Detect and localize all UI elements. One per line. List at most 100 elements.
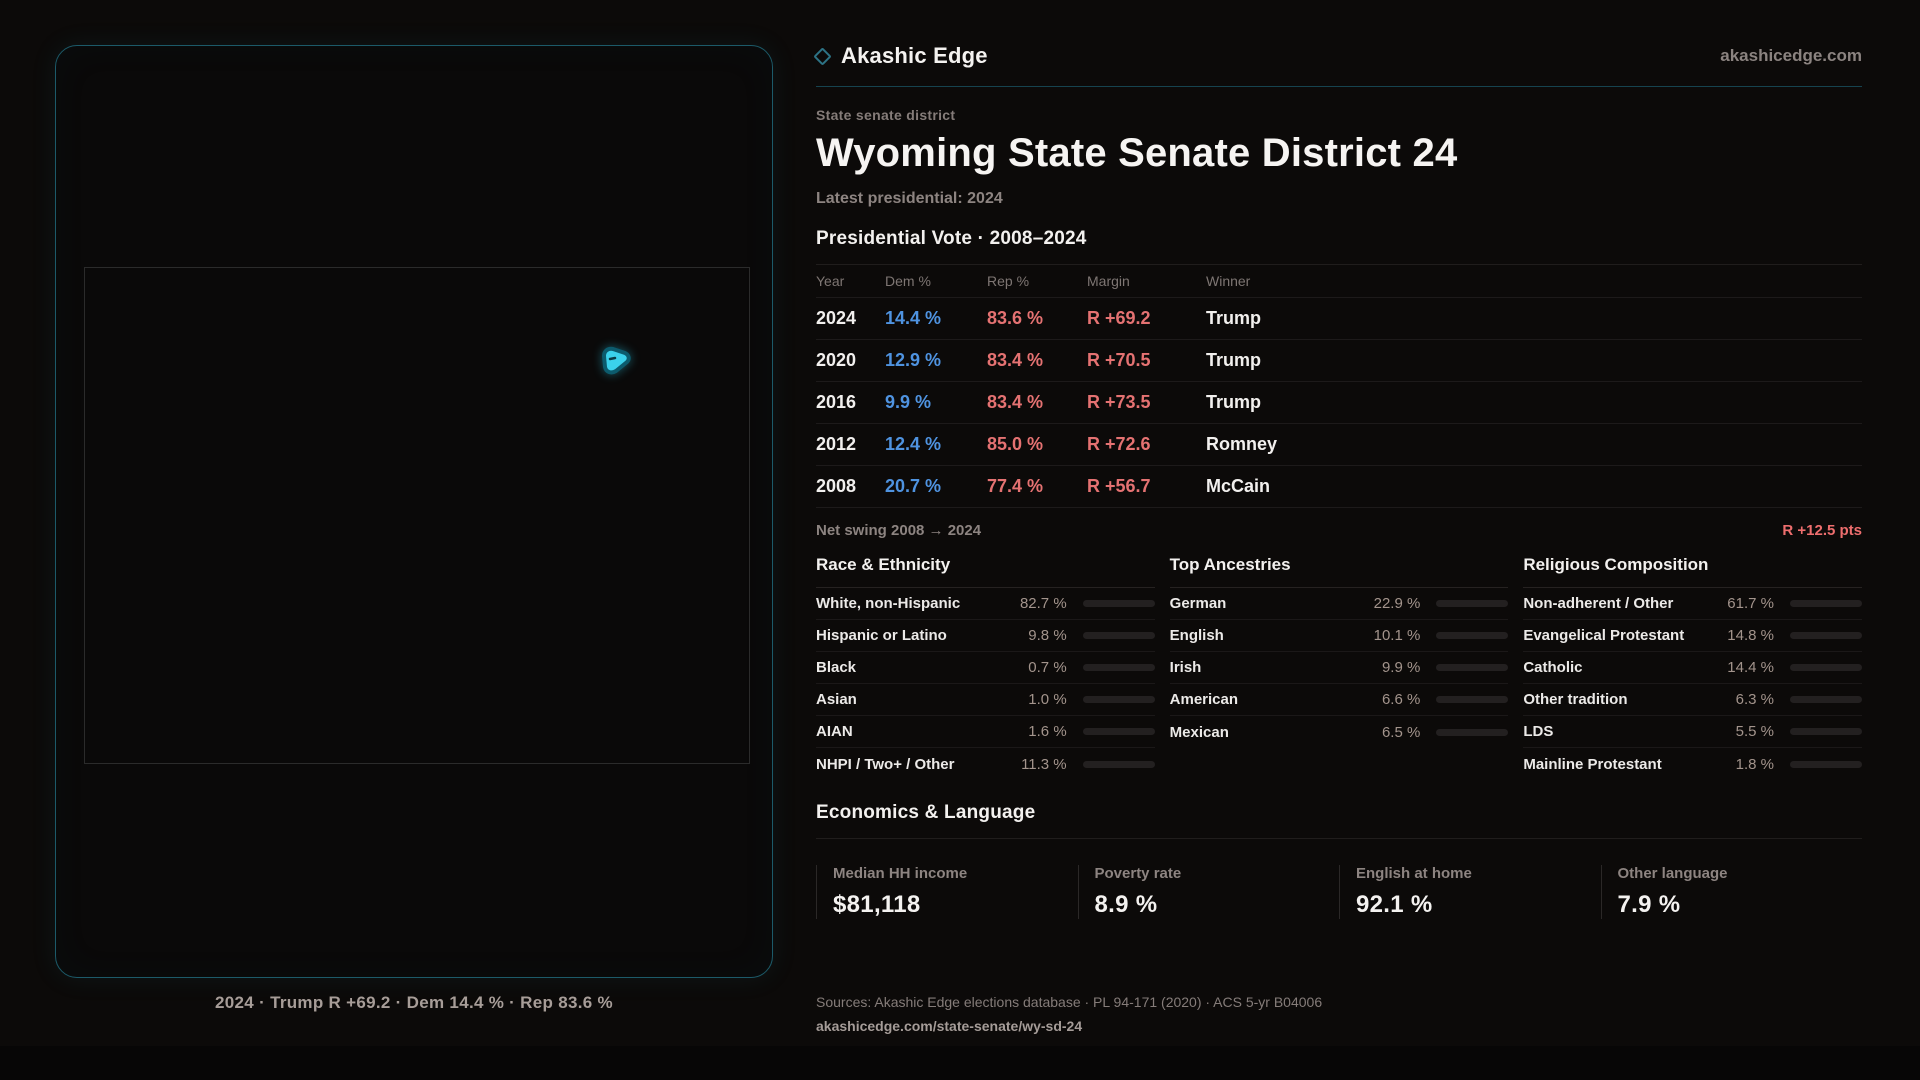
demographic-label: Catholic — [1523, 659, 1583, 676]
vote-winner-cell: McCain — [1206, 476, 1271, 496]
demographic-row: Asian 1.0 % — [816, 684, 1155, 716]
vote-rep-cell: 83.4 % — [987, 392, 1044, 412]
demographic-row: English 10.1 % — [1169, 620, 1509, 652]
vote-margin-cell: R +70.5 — [1087, 350, 1151, 370]
demographic-label: Hispanic or Latino — [816, 627, 947, 644]
stat-block: English at home 92.1 % — [1339, 865, 1601, 919]
brand-header: Akashic Edge akashicedge.com — [813, 40, 1862, 72]
demographic-row: AIAN 1.6 % — [816, 716, 1155, 748]
vote-dem-cell: 14.4 % — [885, 308, 942, 328]
demographic-bar — [1436, 664, 1509, 671]
stat-label: Other language — [1617, 865, 1728, 882]
demographic-label: Asian — [816, 691, 857, 708]
demographic-value: 6.6 % — [1381, 691, 1421, 708]
demographic-bar — [1436, 632, 1509, 639]
vote-table: Year Dem % Rep % Margin Winner 2024 14.4… — [816, 264, 1862, 508]
vote-margin-cell: R +69.2 — [1087, 308, 1151, 328]
vote-col-rep: Rep % — [987, 273, 1030, 289]
footer: Sources: Akashic Edge elections database… — [816, 994, 1322, 1036]
demographic-value: 6.5 % — [1381, 723, 1421, 741]
demographic-row: LDS 5.5 % — [1523, 716, 1862, 748]
demographic-value: 1.6 % — [1028, 723, 1067, 740]
district-24-polygon[interactable] — [602, 346, 631, 375]
demographic-label: NHPI / Two+ / Other — [816, 755, 955, 773]
demographic-bar — [1082, 664, 1155, 671]
vote-rep-cell: 85.0 % — [987, 434, 1044, 454]
ancestries-column: Top Ancestries German 22.9 % English 10.… — [1169, 555, 1509, 780]
demographic-label: American — [1169, 691, 1239, 708]
demographic-row: American 6.6 % — [1169, 684, 1509, 716]
religion-rows: Non-adherent / Other 61.7 % Evangelical … — [1523, 588, 1862, 780]
vote-table-header: Year Dem % Rep % Margin Winner — [816, 265, 1862, 298]
district-24-shape[interactable] — [596, 342, 636, 378]
demographic-row: NHPI / Two+ / Other 11.3 % — [816, 748, 1155, 780]
demographic-bar — [1789, 696, 1862, 703]
demographic-bar — [1789, 600, 1862, 607]
vote-table-row: 2020 12.9 % 83.4 % R +70.5 Trump — [816, 340, 1862, 382]
demographic-value: 0.7 % — [1028, 659, 1067, 676]
vote-col-margin: Margin — [1087, 273, 1130, 289]
footer-permalink[interactable]: akashicedge.com/state-senate/wy-sd-24 — [816, 1018, 1083, 1034]
demographic-bar — [1789, 664, 1862, 671]
ancestries-title: Top Ancestries — [1169, 555, 1509, 588]
demographic-value: 1.0 % — [1028, 691, 1067, 708]
demographic-label: Mainline Protestant — [1523, 755, 1662, 773]
demographic-bar — [1789, 760, 1862, 768]
vote-rep-cell: 77.4 % — [987, 476, 1044, 496]
demographic-row: Hispanic or Latino 9.8 % — [816, 620, 1155, 652]
demographic-value: 5.5 % — [1735, 723, 1774, 740]
stat-value: 7.9 % — [1617, 891, 1681, 918]
demographic-row: Evangelical Protestant 14.8 % — [1523, 620, 1862, 652]
religion-column: Religious Composition Non-adherent / Oth… — [1523, 555, 1862, 780]
brand-domain-link[interactable]: akashicedge.com — [1720, 46, 1862, 65]
map-caption: 2024 · Trump R +69.2 · Dem 14.4 % · Rep … — [215, 993, 613, 1012]
vote-table-row: 2012 12.4 % 85.0 % R +72.6 Romney — [816, 424, 1862, 466]
demographic-label: Black — [816, 659, 857, 676]
footer-sources: Sources: Akashic Edge elections database… — [816, 994, 1323, 1010]
vote-year-cell: 2024 — [816, 308, 857, 328]
latest-presidential: Latest presidential: 2024 — [816, 190, 1003, 207]
district-report: Akashic Edge akashicedge.com State senat… — [813, 40, 1862, 919]
economics-stats: Median HH income $81,118 Poverty rate 8.… — [816, 865, 1862, 919]
demographic-bar — [1082, 696, 1155, 703]
demographic-value: 6.3 % — [1735, 691, 1774, 708]
demographics-section: Race & Ethnicity White, non-Hispanic 82.… — [816, 555, 1862, 780]
demographic-bar — [1082, 600, 1155, 607]
stat-label: English at home — [1356, 865, 1472, 882]
demographic-bar — [1082, 760, 1155, 768]
district-inner-boundary — [608, 356, 617, 361]
vote-table-row: 2016 9.9 % 83.4 % R +73.5 Trump — [816, 382, 1862, 424]
page-title: Wyoming State Senate District 24 — [816, 131, 1458, 175]
vote-dem-cell: 9.9 % — [885, 392, 932, 412]
demographic-value: 14.8 % — [1727, 627, 1774, 644]
demographic-row: Catholic 14.4 % — [1523, 652, 1862, 684]
race-ethnicity-rows: White, non-Hispanic 82.7 % Hispanic or L… — [816, 588, 1155, 780]
demographic-label: AIAN — [816, 723, 853, 740]
demographic-value: 1.8 % — [1735, 755, 1774, 773]
diamond-logo-icon — [813, 46, 832, 66]
bottom-strip — [0, 1046, 1920, 1080]
kicker: State senate district — [816, 107, 956, 123]
vote-winner-cell: Trump — [1206, 392, 1262, 412]
wyoming-state-outline — [84, 267, 750, 764]
header-rule — [816, 86, 1862, 87]
demographic-value: 22.9 % — [1373, 595, 1421, 612]
demographic-label: German — [1169, 595, 1227, 612]
demographic-value: 10.1 % — [1373, 627, 1421, 644]
demographic-bar — [1436, 696, 1509, 703]
vote-year-cell: 2008 — [816, 476, 857, 496]
demographic-row: Irish 9.9 % — [1169, 652, 1509, 684]
demographic-value: 82.7 % — [1019, 595, 1067, 612]
demographic-label: English — [1169, 627, 1224, 644]
stat-label: Poverty rate — [1094, 865, 1182, 882]
vote-col-dem: Dem % — [885, 273, 931, 289]
demographic-row: Other tradition 6.3 % — [1523, 684, 1862, 716]
demographic-label: Non-adherent / Other — [1523, 595, 1674, 612]
demographic-bar — [1436, 600, 1509, 607]
vote-margin-cell: R +72.6 — [1087, 434, 1151, 454]
demographic-label: LDS — [1523, 723, 1554, 740]
vote-year-cell: 2016 — [816, 392, 857, 412]
vote-table-row: 2024 14.4 % 83.6 % R +69.2 Trump — [816, 298, 1862, 340]
demographic-bar — [1789, 632, 1862, 639]
vote-table-body: 2024 14.4 % 83.6 % R +69.2 Trump 2020 12… — [816, 298, 1862, 508]
